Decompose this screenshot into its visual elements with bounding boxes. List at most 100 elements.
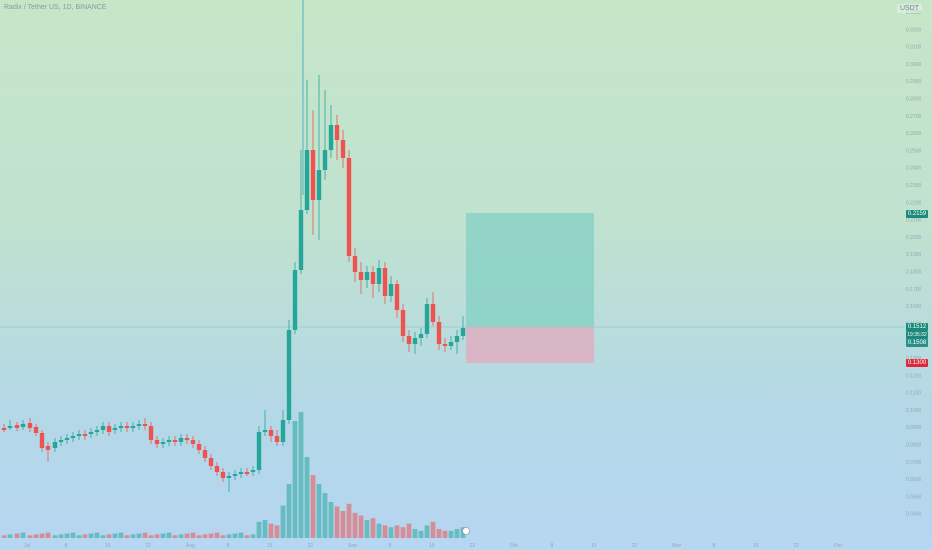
volume-bar xyxy=(436,529,442,538)
price-tick-label: 0.2200 xyxy=(906,200,922,206)
candle-body xyxy=(376,268,382,284)
candle-body xyxy=(172,440,178,442)
candle-body xyxy=(52,442,58,448)
volume-bar xyxy=(406,523,412,538)
candle-body xyxy=(27,423,33,428)
volume-bar xyxy=(352,512,358,538)
candle-body xyxy=(238,472,244,474)
volume-bar xyxy=(364,520,370,538)
volume-bar xyxy=(214,532,220,538)
volume-bar xyxy=(442,530,448,538)
candle-body xyxy=(14,425,20,428)
candle-body xyxy=(394,284,400,310)
candle-body xyxy=(388,284,394,296)
price-tick-label: 0.2100 xyxy=(906,218,922,224)
candle-body xyxy=(136,424,142,426)
price-tick-label: 0.2800 xyxy=(906,97,922,103)
price-tick-label: 0.2700 xyxy=(906,114,922,120)
volume-bar xyxy=(358,515,364,538)
candle-body xyxy=(268,430,274,436)
volume-bar xyxy=(424,525,430,538)
volume-bar xyxy=(178,534,184,538)
volume-bar xyxy=(334,506,340,538)
candle-body xyxy=(250,470,256,472)
candle-body xyxy=(280,420,286,442)
volume-bar xyxy=(136,533,142,538)
price-tick-label: 0.2000 xyxy=(906,235,922,241)
volume-bar xyxy=(76,535,82,538)
volume-bar xyxy=(112,533,118,538)
price-tick-label: 0.2900 xyxy=(906,79,922,85)
currency-label[interactable]: USDT xyxy=(896,4,922,13)
candle-body xyxy=(286,330,292,420)
entry-price-badge: 0.1508 xyxy=(906,339,928,347)
volume-bar xyxy=(88,533,94,538)
time-tick-label: 15 xyxy=(429,543,435,549)
candle-body xyxy=(460,328,466,336)
volume-bar xyxy=(388,527,394,538)
time-tick-label: Sep xyxy=(348,543,357,549)
volume-bar xyxy=(400,527,406,538)
volume-bar xyxy=(1,535,7,538)
candle-body xyxy=(58,440,64,442)
price-tick-label: 0.1000 xyxy=(906,408,922,414)
volume-bar xyxy=(292,421,298,538)
candle-body xyxy=(45,446,51,450)
volume-bar xyxy=(94,532,100,538)
candle-body xyxy=(88,432,94,434)
time-tick-label: 22 xyxy=(470,543,476,549)
volume-bar xyxy=(220,535,226,538)
volume-bar xyxy=(45,532,51,538)
time-tick-label: Dec xyxy=(834,543,843,549)
candle-body xyxy=(184,438,190,440)
time-tick-label: 8 xyxy=(227,543,230,549)
volume-bar xyxy=(430,521,436,538)
price-tick-label: 0.0400 xyxy=(906,512,922,518)
candle-body xyxy=(244,472,250,474)
candle-body xyxy=(358,272,364,280)
volume-bar xyxy=(262,520,268,538)
volume-bar xyxy=(382,525,388,538)
time-tick-label: 8 xyxy=(713,543,716,549)
volume-bar xyxy=(310,475,316,538)
volume-bar xyxy=(244,535,250,538)
price-tick-label: 0.2500 xyxy=(906,148,922,154)
volume-bar xyxy=(202,534,208,538)
volume-bar xyxy=(340,511,346,538)
candle-body xyxy=(196,444,202,450)
time-tick-label: 22 xyxy=(146,543,152,549)
volume-bar xyxy=(7,534,13,538)
price-tick-label: 0.2400 xyxy=(906,166,922,172)
last-price-badge: 0.1512 xyxy=(906,323,928,331)
price-tick-label: 0.1600 xyxy=(906,304,922,310)
candle-body xyxy=(70,436,76,438)
volume-bar xyxy=(448,530,454,538)
volume-bar xyxy=(226,534,232,538)
candle-body xyxy=(346,158,352,256)
price-tick-label: 0.3000 xyxy=(906,62,922,68)
candle-body xyxy=(256,432,262,470)
candle-body xyxy=(364,272,370,280)
candle-body xyxy=(202,450,208,458)
volume-bar xyxy=(394,525,400,538)
candle-body xyxy=(436,322,442,344)
candle-body xyxy=(118,426,124,428)
time-tick-label: Nov xyxy=(672,543,681,549)
price-tick-label: 0.0500 xyxy=(906,494,922,500)
volume-bar xyxy=(148,535,154,538)
volume-bar xyxy=(376,523,382,538)
volume-bar xyxy=(232,533,238,538)
volume-bar xyxy=(130,534,136,538)
candle-body xyxy=(208,458,214,466)
volume-bar xyxy=(160,533,166,538)
price-tick-label: 0.1200 xyxy=(906,373,922,379)
volume-bar xyxy=(27,535,33,538)
candle-body xyxy=(382,268,388,296)
candle-body xyxy=(82,434,88,436)
candle-body xyxy=(352,256,358,272)
candle-body xyxy=(142,424,148,426)
stop-price-badge: 0.1300 xyxy=(906,359,928,367)
candle-body xyxy=(442,344,448,346)
